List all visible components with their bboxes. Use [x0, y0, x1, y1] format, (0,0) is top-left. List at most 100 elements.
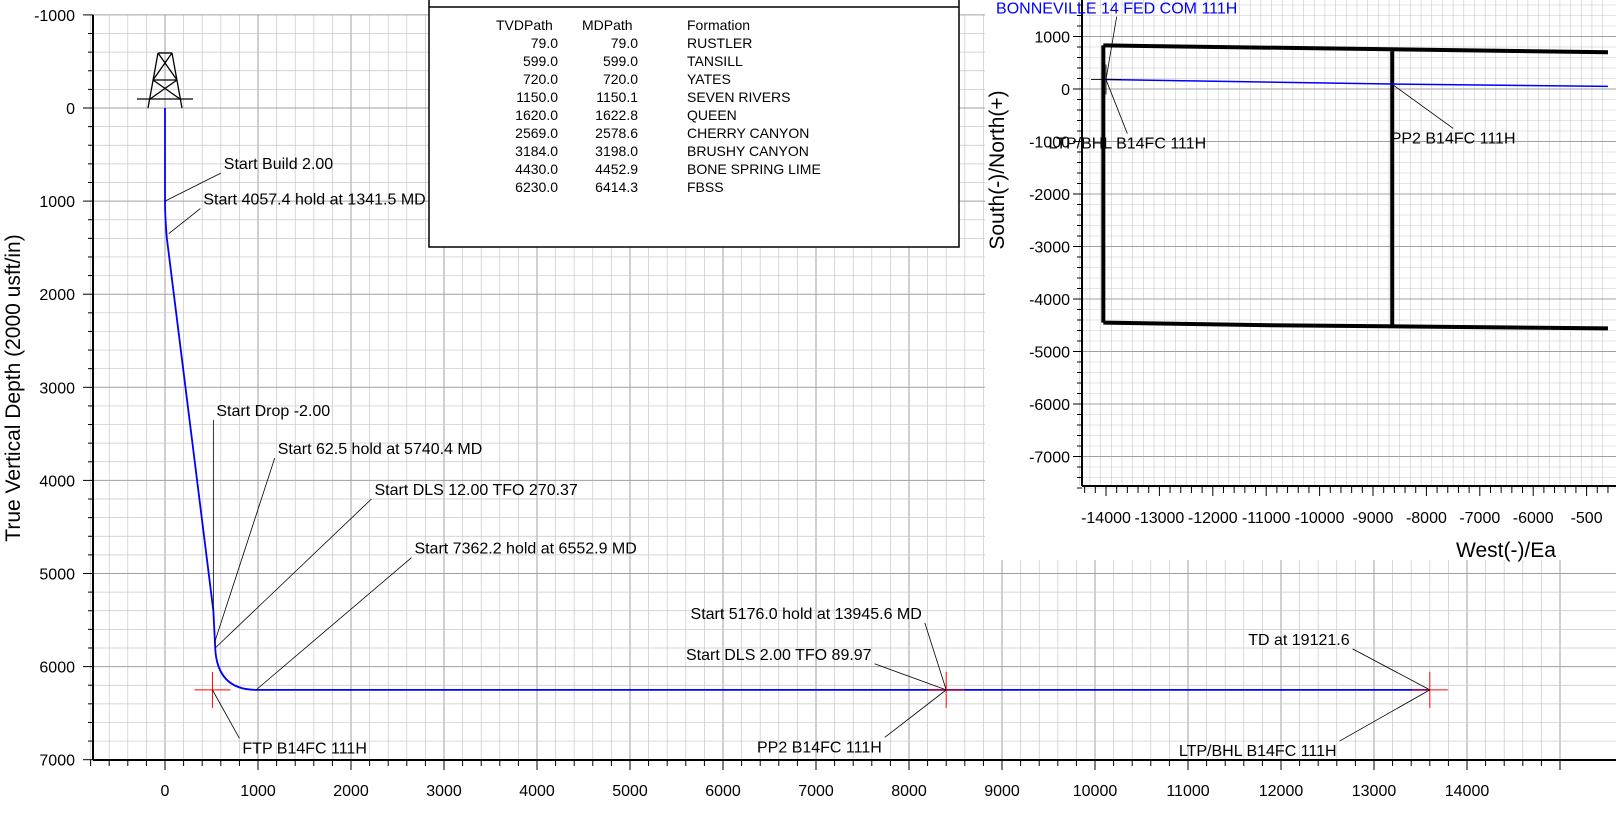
formations-table-cell: 1150.1: [596, 89, 638, 105]
x-tick-label: 5000: [612, 783, 648, 800]
annotation-label: Start Drop -2.00: [216, 403, 330, 420]
formations-table-cell: 3184.0: [515, 143, 558, 159]
annotation-label: TD at 19121.6: [1248, 632, 1350, 649]
formations-table-header: TVDPath: [496, 17, 553, 33]
plan-y-tick-label: -7000: [1029, 450, 1070, 467]
formations-table-cell: 1620.0: [515, 107, 558, 123]
rig-derrick-stroke: [149, 79, 178, 100]
formations-table-cell: CHERRY CANYON: [687, 125, 809, 141]
x-tick-label: 1000: [240, 783, 276, 800]
formations-table-cell: BRUSHY CANYON: [687, 143, 809, 159]
formations-table-cell: 2569.0: [515, 125, 558, 141]
x-tick-label: 4000: [519, 783, 555, 800]
formations-table-cell: TANSILL: [687, 53, 743, 69]
plan-x-tick-label: -7000: [1459, 510, 1500, 527]
y-tick-label: 7000: [39, 753, 75, 770]
y-tick-label: 4000: [39, 473, 75, 490]
plan-x-tick-label: -500: [1571, 510, 1603, 527]
x-tick-label: 11000: [1166, 783, 1209, 800]
formations-table-cell: 6414.3: [595, 179, 638, 195]
annotation-label: LTP/BHL B14FC 111H: [1179, 743, 1337, 760]
annotation-leader: [168, 208, 201, 234]
annotation-label: Start 5176.0 hold at 13945.6 MD: [691, 606, 922, 623]
annotation-leader: [874, 663, 947, 691]
formations-table-cell: 720.0: [523, 71, 558, 87]
x-tick-label: 9000: [984, 783, 1020, 800]
rig-derrick-stroke: [152, 79, 181, 100]
formations-table-cell: 4452.9: [595, 161, 638, 177]
formations-table-cell: 1622.8: [595, 107, 638, 123]
formations-table-cell: 2578.6: [595, 125, 638, 141]
x-tick-label: 13000: [1352, 783, 1397, 800]
plan-y-tick-label: -4000: [1029, 292, 1070, 309]
annotation-label: Start DLS 12.00 TFO 270.37: [374, 482, 577, 499]
section-boundary-line: [1103, 320, 1608, 331]
x-tick-label: 8000: [891, 783, 927, 800]
y-tick-label: -1000: [34, 8, 75, 25]
formations-table: TVDPath MDPath Formation 79.0 79.0 RUSTLER 599…: [428, 0, 960, 248]
plan-y-axis-title: South(-)/North(+): [986, 90, 1009, 249]
formations-table-cell: 599.0: [523, 53, 558, 69]
plan-x-tick-label: -11000: [1242, 510, 1291, 527]
formations-table-cell: BONE SPRING LIME: [687, 161, 821, 177]
plan-annotation-label: BONNEVILLE 14 FED COM 111H: [996, 1, 1237, 18]
y-tick-label: 1000: [39, 194, 75, 211]
annotation-leader: [212, 689, 240, 739]
plan-x-tick-label: -6000: [1513, 510, 1554, 527]
plan-plot-area: [1082, 0, 1616, 486]
formations-table-cell: SEVEN RIVERS: [687, 89, 790, 105]
plan-x-tick-label: -9000: [1353, 510, 1394, 527]
formations-table-frame: [428, 0, 960, 248]
x-tick-label: 7000: [798, 783, 834, 800]
annotation-leader: [1339, 689, 1430, 742]
plan-y-tick-label: -5000: [1029, 345, 1070, 362]
plan-y-tick-label: -1000: [1029, 135, 1070, 152]
plan-annotation-label: LTP/BHL B14FC 111H: [1049, 136, 1207, 153]
annotation-leader: [213, 457, 276, 644]
annotation-label: Start Build 2.00: [224, 156, 333, 173]
x-tick-label: 12000: [1259, 783, 1304, 800]
y-tick-label: 6000: [39, 660, 75, 677]
plan-annotation-leader: [1105, 79, 1128, 134]
y-tick-label: 0: [66, 101, 75, 118]
annotation-label: Start DLS 2.00 TFO 89.97: [686, 647, 872, 664]
formations-table-cell: YATES: [687, 71, 731, 87]
plan-x-tick-label: -14000: [1081, 510, 1131, 527]
plan-view-chart: 1000 0 -1000 -2000 -3000 -4000 -5000 -6000 -7000…: [985, 0, 1616, 562]
plan-x-axis-title: West(-)/Ea: [1456, 539, 1556, 562]
formations-table-cell: 1150.0: [516, 89, 558, 105]
formations-table-cell: QUEEN: [687, 107, 737, 123]
formations-table-cell: 6230.0: [515, 179, 558, 195]
formations-table-header: Formation: [687, 17, 750, 33]
plan-annotation-leader: [1105, 16, 1118, 80]
plan-well-path-line: [1105, 78, 1608, 88]
annotation-label: Start 4057.4 hold at 1341.5 MD: [203, 192, 425, 209]
formations-table-cell: 4430.0: [515, 161, 558, 177]
x-tick-label: 10000: [1073, 783, 1118, 800]
x-tick-label: 14000: [1445, 783, 1490, 800]
formations-table-cell: FBSS: [687, 179, 724, 195]
formations-table-cell: 3198.0: [595, 143, 638, 159]
annotation-leader: [1352, 648, 1430, 691]
plan-y-tick-label: -6000: [1029, 397, 1070, 414]
annotation-label: FTP B14FC 111H: [242, 740, 367, 757]
plan-y-tick-label: 0: [1061, 82, 1070, 99]
annotation-leader: [884, 689, 947, 738]
y-axis-title: True Vertical Depth (2000 usft/in): [2, 234, 25, 541]
plan-y-tick-label: -3000: [1029, 240, 1070, 257]
annotation-label: PP2 B14FC 111H: [757, 739, 882, 756]
section-boundary-line: [1103, 43, 1608, 55]
plan-annotation-leader: [1391, 83, 1454, 129]
y-tick-label: 3000: [39, 380, 75, 397]
rig-derrick-stroke: [157, 52, 178, 81]
y-tick-label: 2000: [39, 287, 75, 304]
x-tick-label: 2000: [333, 783, 369, 800]
annotation-leader: [924, 622, 947, 690]
annotation-leader: [255, 557, 412, 691]
plan-annotation-label: PP2 B14FC 111H: [1391, 130, 1516, 147]
formations-table-cell: 79.0: [531, 35, 558, 51]
plan-y-tick-label: -2000: [1029, 187, 1070, 204]
formations-table-header: MDPath: [582, 17, 633, 33]
annotation-leader: [164, 172, 221, 202]
